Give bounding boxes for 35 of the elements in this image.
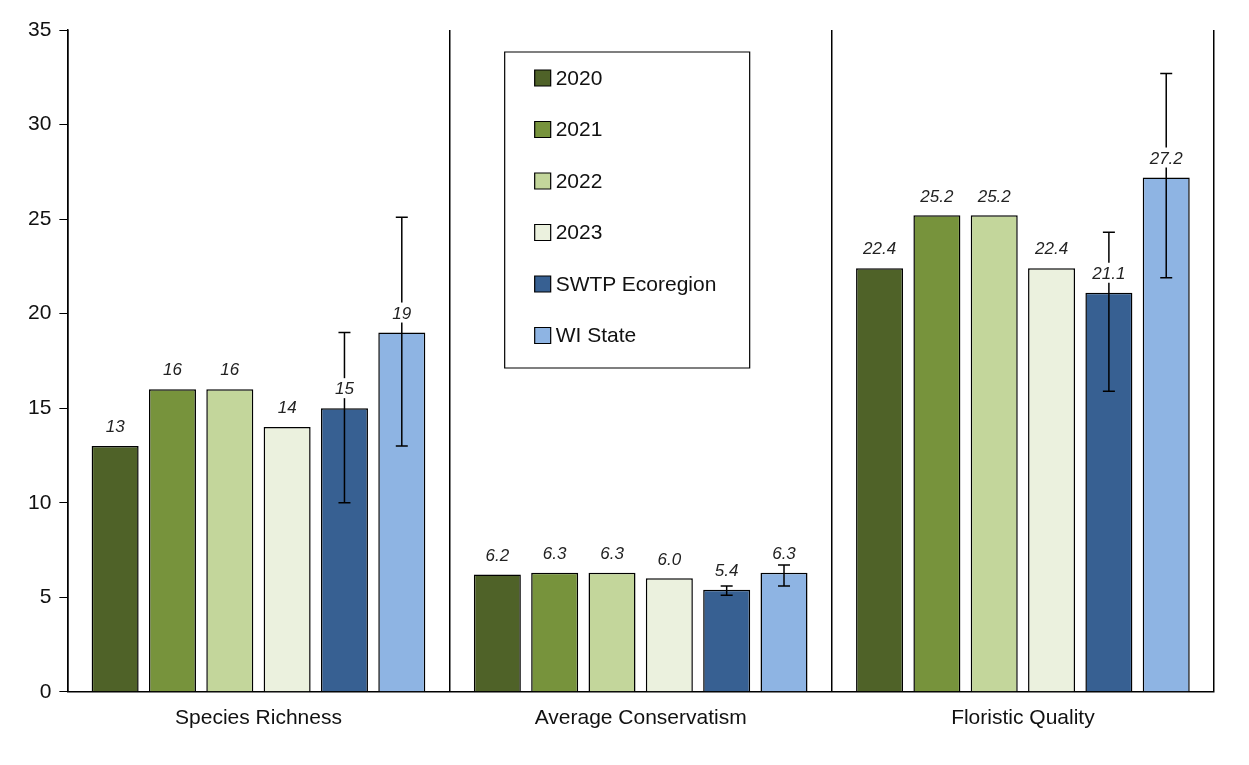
data-label: 6.3 [600, 543, 625, 563]
data-label: 6.0 [657, 549, 682, 569]
data-label: 27.2 [1148, 148, 1184, 168]
legend-label: 2023 [555, 220, 603, 244]
data-label: 6.3 [542, 543, 568, 563]
x-tick-label: Average Conservatism [534, 705, 747, 729]
y-tick-label: 35 [28, 16, 52, 40]
y-tick-label: 30 [28, 111, 52, 135]
data-label: 14 [277, 398, 297, 418]
data-label: 6.2 [485, 545, 510, 565]
legend-label: WI State [555, 323, 637, 347]
data-label: 25.2 [976, 186, 1012, 206]
legend-label: 2021 [555, 117, 603, 141]
data-label: 25.2 [919, 186, 954, 206]
data-label: 16 [220, 360, 240, 380]
legend-label: 2020 [555, 65, 603, 89]
x-tick-label: Species Richness [175, 705, 342, 729]
y-tick-label: 5 [39, 584, 52, 608]
legend-label: 2022 [555, 168, 603, 192]
y-tick-label: 20 [28, 300, 52, 324]
y-tick-label: 25 [28, 205, 52, 229]
data-label: 22.4 [862, 239, 897, 259]
x-tick-label: Floristic Quality [951, 705, 1096, 729]
data-label: 16 [163, 360, 183, 380]
data-label: 22.4 [1034, 239, 1069, 259]
y-tick-label: 15 [28, 394, 52, 418]
data-label: 19 [392, 303, 412, 323]
data-label: 5.4 [714, 560, 739, 580]
data-label: 15 [335, 379, 355, 399]
legend-label: SWTP Ecoregion [555, 271, 717, 295]
y-tick-label: 10 [28, 489, 52, 513]
data-label: 13 [105, 417, 126, 437]
y-tick-label: 0 [39, 678, 52, 702]
data-label: 21.1 [1091, 264, 1126, 284]
data-label: 6.3 [772, 543, 797, 563]
